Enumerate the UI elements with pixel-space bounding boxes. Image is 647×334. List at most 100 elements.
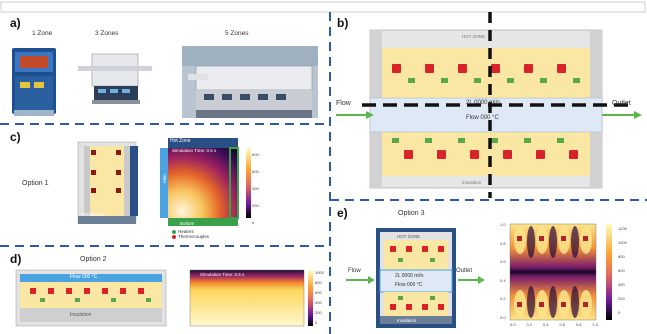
option-3-top-label: HOT ZONE [397, 234, 421, 239]
option-3-tube-text-2: Flow 000 °C [395, 282, 423, 288]
panel-b-top-block-label: HOT ZONE [462, 34, 486, 39]
option-2-colorbar-ticks: 1000 800 600 400 200 0 [315, 268, 324, 328]
furnace-1-zone-image [12, 48, 56, 116]
colorbar-tick: 800 [618, 254, 625, 259]
colorbar-tick: 0 [618, 310, 621, 315]
option-3-y-ticks: 0.0 0.2 0.4 0.6 0.8 1.0 [500, 222, 506, 320]
x-tick: 0.2 [526, 322, 533, 327]
x-tick: 0.0 [510, 322, 516, 327]
y-tick: 0.0 [500, 314, 506, 320]
option-3-flow-label: Flow [348, 268, 361, 274]
heater [116, 188, 121, 193]
heater [116, 170, 121, 175]
flow-arrow-icon [366, 111, 374, 119]
option-3-colorbar-ticks: 1200 1000 800 600 400 200 0 [618, 222, 627, 320]
option-1-map-left: Inlet [161, 174, 167, 183]
top-hot-zone-block [382, 48, 590, 98]
colorbar-tick: 400 [618, 282, 625, 287]
option-3-outlet-label: Outlet [456, 268, 473, 274]
colorbar-tick: 200 [315, 310, 322, 315]
panel-a-letter: a) [10, 16, 21, 30]
option-3-heatmap-dark [527, 226, 579, 318]
colorbar-tick: 400 [315, 300, 322, 305]
option-1-colorbar-ticks: 800 600 400 200 0 [252, 146, 259, 231]
x-tick: 0.6 [559, 322, 566, 327]
colorbar-tick: 1000 [618, 240, 627, 245]
panel-d-letter: d) [10, 252, 22, 266]
option-1-heatmap [168, 148, 238, 218]
option-2-heaters [30, 288, 151, 302]
option-1-diagram [77, 138, 251, 239]
option-3-diagram [346, 223, 612, 328]
y-tick: 0.8 [500, 240, 506, 246]
colorbar-tick: 800 [315, 280, 322, 285]
y-tick: 0.4 [500, 277, 506, 283]
colorbar-tick: 0 [252, 220, 255, 225]
panel-b-schematic [336, 12, 642, 198]
y-tick: 1.0 [500, 222, 506, 227]
furnace-3-zones-image [78, 53, 152, 104]
option-3-outlet-arrow-icon [478, 276, 485, 284]
option-3-x-ticks: 0.0 0.2 0.4 0.6 0.8 1.0 [510, 322, 598, 327]
x-tick: 1.0 [592, 322, 598, 327]
option-2-diagram [15, 269, 313, 327]
x-tick: 0.8 [575, 322, 582, 327]
heater [91, 170, 96, 175]
heater [91, 188, 96, 193]
colorbar-tick: 600 [252, 169, 259, 174]
y-tick: 0.2 [500, 296, 506, 302]
colorbar-tick: 600 [618, 268, 625, 273]
bottom-block [382, 132, 590, 176]
top-heaters [392, 64, 566, 73]
furnace-1-zone-label: 1 Zone [32, 30, 53, 37]
option-1-map-bottom: Bottom [180, 221, 195, 226]
y-tick: 0.6 [500, 259, 506, 265]
option-3-tube-text: 2L 0000 ml/s [395, 273, 424, 279]
option-3-bottom-label: Insulation [397, 318, 417, 323]
panel-e-letter: e) [337, 206, 348, 220]
legend-heaters: Heaters [178, 229, 194, 234]
option-3-label: Option 3 [398, 210, 425, 217]
option-2-top-label: Flow 000 °C [70, 274, 98, 280]
colorbar-tick: 0 [315, 320, 318, 325]
furnace-3-zones-label: 3 Zones [95, 30, 119, 37]
option-2-map-title: Simulation Time: 0.5 s [200, 272, 245, 277]
option-2-bottom-label: Insulation [70, 312, 92, 318]
outlet-arrow-icon [634, 111, 642, 119]
furnace-5-zones-label: 5 Zones [225, 30, 249, 37]
colorbar-tick: 1200 [618, 226, 627, 231]
panel-c-letter: c) [10, 130, 21, 144]
top-thermocouples [408, 78, 580, 83]
option-3-flow-arrow-icon [368, 276, 375, 284]
option-1-map-title: Simulation Time: 0.5 s [172, 148, 217, 153]
panel-b-flow-label: Flow [336, 100, 351, 107]
panel-b-outlet-label: Outlet [612, 100, 631, 107]
colorbar-tick: 800 [252, 152, 259, 157]
option-1-schematic [77, 141, 138, 224]
heater [116, 150, 121, 155]
colorbar-tick: 200 [252, 203, 259, 208]
panel-b-letter: b) [337, 16, 349, 30]
x-tick: 0.4 [542, 322, 549, 327]
colorbar-tick: 400 [252, 186, 259, 191]
option-1-map-top: Hot Zone [170, 138, 191, 144]
panel-b-tube-text: 2L 0000 ml/s [466, 100, 501, 106]
option-3-colorbar [606, 224, 612, 320]
option-1-insulation: Insulation [82, 212, 104, 218]
colorbar-tick: 200 [618, 296, 625, 301]
option-2-label: Option 2 [80, 256, 107, 263]
option-2-heatmap [189, 269, 305, 327]
furnace-photos [12, 46, 318, 118]
legend-thermocouples: Thermocouples [178, 234, 210, 239]
option-3-heatmap-heaters [517, 236, 588, 307]
heater [91, 150, 96, 155]
furnace-5-zones-image [182, 46, 318, 118]
bottom-heaters [404, 150, 578, 159]
panel-b-tube-text-2: Flow 000 °C [466, 115, 499, 121]
bottom-thermocouples [392, 138, 564, 143]
option-1-colorbar [246, 148, 251, 218]
option-2-colorbar [308, 270, 313, 326]
colorbar-tick: 1000 [315, 270, 324, 275]
